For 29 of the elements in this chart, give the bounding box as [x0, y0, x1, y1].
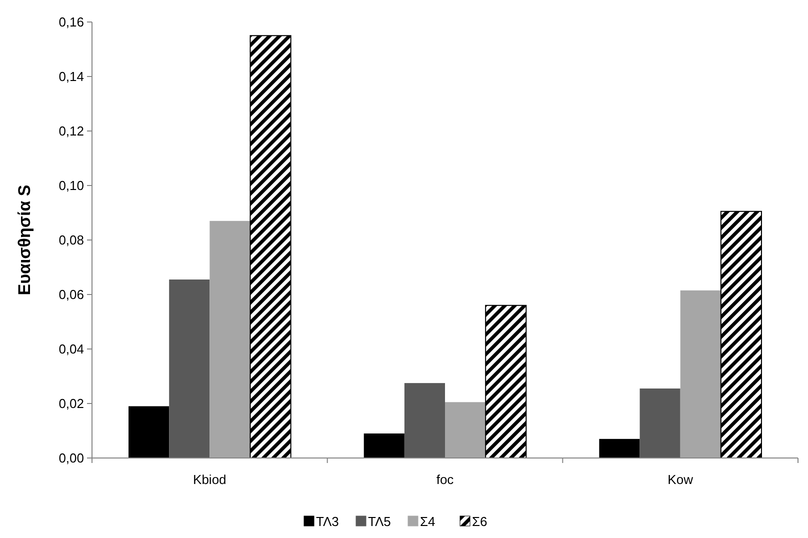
bar	[128, 406, 170, 458]
bar	[599, 438, 640, 458]
y-axis-title: Ευαισθησία S	[15, 184, 34, 296]
legend-label: Σ6	[472, 514, 488, 529]
y-tick-label: 0,10	[58, 178, 84, 194]
bar	[445, 402, 486, 458]
bar	[404, 383, 445, 458]
x-tick-label: foc	[436, 472, 454, 487]
bar	[250, 35, 292, 458]
y-tick-label: 0,12	[58, 124, 84, 139]
y-tick-label: 0,14	[58, 69, 84, 84]
bar	[210, 220, 250, 458]
bar	[485, 304, 527, 458]
x-tick-label: Kbiod	[193, 472, 226, 487]
legend-label: ΤΛ3	[316, 514, 339, 529]
legend-label: ΤΛ5	[368, 514, 391, 529]
x-tick-label: Kow	[668, 472, 694, 487]
y-tick-label: 0,08	[58, 232, 84, 248]
y-tick-label: 0,02	[58, 396, 84, 412]
y-tick-label: 0,06	[58, 287, 84, 302]
bar	[169, 280, 210, 458]
y-tick-label: 0,00	[58, 450, 84, 466]
y-tick-label: 0,04	[58, 342, 84, 357]
bar	[720, 210, 762, 458]
bar	[640, 388, 680, 458]
bar	[680, 290, 721, 458]
y-tick-label: 0,16	[58, 14, 84, 30]
legend-label: Σ4	[420, 514, 436, 529]
bar	[364, 433, 404, 458]
